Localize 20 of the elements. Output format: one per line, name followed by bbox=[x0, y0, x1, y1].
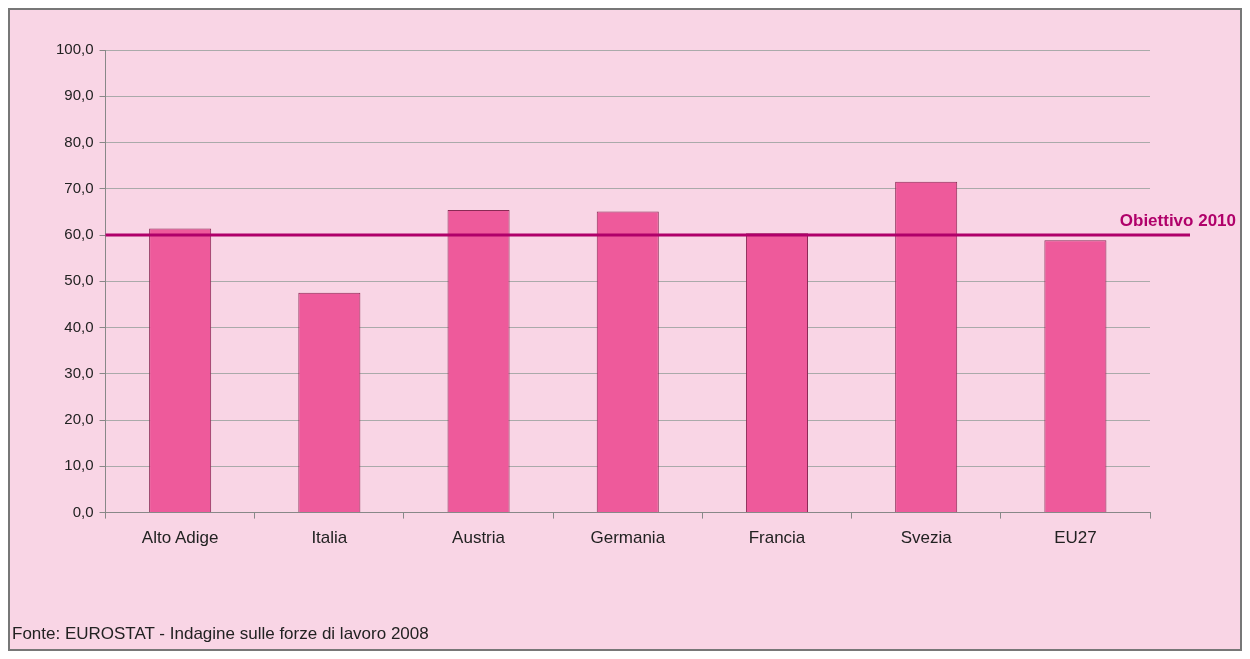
x-tick-label: Austria bbox=[452, 528, 506, 548]
y-tick-label: 40,0 bbox=[64, 317, 94, 335]
x-tick-label: Svezia bbox=[900, 528, 953, 548]
y-tick-label: 30,0 bbox=[64, 363, 94, 381]
y-tick-label: 10,0 bbox=[64, 456, 94, 474]
y-tick-label: 100,0 bbox=[55, 40, 94, 58]
x-tick-label: EU27 bbox=[1054, 528, 1097, 548]
ref-line-label: Obiettivo 2010 bbox=[1119, 211, 1236, 231]
y-tick-label: 70,0 bbox=[64, 178, 94, 196]
y-tick-label: 60,0 bbox=[64, 225, 94, 243]
y-tick-label: 0,0 bbox=[72, 502, 94, 520]
x-tick-label: Francia bbox=[748, 528, 806, 548]
y-tick-label: 90,0 bbox=[64, 86, 94, 104]
y-tick-label: 80,0 bbox=[64, 132, 94, 150]
x-tick-label: Alto Adige bbox=[141, 528, 219, 548]
x-tick-label: Germania bbox=[590, 528, 666, 548]
x-tick-label: Italia bbox=[311, 528, 348, 548]
y-tick-label: 20,0 bbox=[64, 410, 94, 428]
y-tick-label: 50,0 bbox=[64, 271, 94, 289]
source-note: Fonte: EUROSTAT - Indagine sulle forze di lavoro 2008 bbox=[12, 624, 429, 644]
